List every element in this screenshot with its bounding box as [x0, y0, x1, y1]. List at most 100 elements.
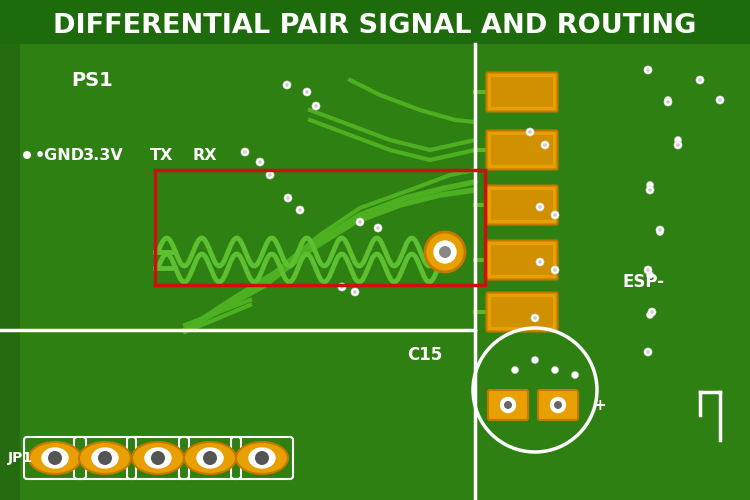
Text: 3.3V: 3.3V — [82, 148, 123, 162]
Circle shape — [376, 226, 380, 230]
Circle shape — [532, 356, 538, 364]
Circle shape — [512, 366, 518, 374]
Text: •GND: •GND — [35, 148, 85, 162]
FancyBboxPatch shape — [538, 390, 578, 420]
Circle shape — [528, 130, 532, 134]
Circle shape — [446, 240, 454, 248]
Circle shape — [500, 398, 515, 412]
Circle shape — [338, 283, 346, 291]
Circle shape — [531, 314, 539, 322]
Circle shape — [312, 102, 320, 110]
Ellipse shape — [184, 442, 236, 474]
Circle shape — [646, 68, 650, 72]
Circle shape — [296, 206, 304, 214]
Bar — [0, 44, 20, 500]
Circle shape — [203, 451, 217, 465]
Circle shape — [674, 136, 682, 143]
Circle shape — [353, 290, 357, 294]
Circle shape — [551, 266, 559, 274]
Circle shape — [716, 96, 724, 104]
Circle shape — [286, 196, 290, 200]
Circle shape — [243, 150, 247, 154]
Circle shape — [303, 88, 311, 96]
Ellipse shape — [42, 448, 68, 468]
Bar — [155, 170, 485, 285]
Circle shape — [266, 171, 274, 179]
Circle shape — [439, 246, 451, 258]
Circle shape — [351, 288, 359, 296]
Text: TX: TX — [150, 148, 174, 162]
Circle shape — [656, 226, 664, 234]
Text: RX: RX — [193, 148, 217, 162]
Ellipse shape — [197, 448, 223, 468]
FancyBboxPatch shape — [491, 77, 553, 107]
Circle shape — [676, 143, 680, 147]
Circle shape — [98, 451, 112, 465]
Circle shape — [646, 268, 650, 272]
Circle shape — [448, 242, 452, 246]
Circle shape — [536, 258, 544, 266]
Circle shape — [538, 260, 542, 264]
Circle shape — [374, 224, 382, 232]
Circle shape — [256, 158, 264, 166]
Text: +: + — [594, 398, 606, 412]
Circle shape — [23, 151, 31, 159]
Bar — [475, 44, 750, 500]
Ellipse shape — [249, 448, 275, 468]
Circle shape — [646, 350, 650, 354]
Circle shape — [648, 308, 656, 316]
FancyBboxPatch shape — [491, 190, 553, 220]
Circle shape — [572, 372, 578, 378]
Text: JP1: JP1 — [8, 451, 33, 465]
Circle shape — [241, 148, 249, 156]
Circle shape — [151, 451, 165, 465]
Circle shape — [434, 241, 456, 263]
FancyBboxPatch shape — [491, 245, 553, 275]
Circle shape — [554, 213, 556, 217]
Circle shape — [298, 208, 302, 212]
Circle shape — [644, 266, 652, 274]
Circle shape — [656, 228, 664, 235]
Circle shape — [646, 182, 653, 188]
Circle shape — [550, 398, 566, 412]
Circle shape — [644, 66, 652, 73]
Circle shape — [533, 316, 537, 320]
FancyBboxPatch shape — [487, 186, 557, 224]
Circle shape — [551, 211, 559, 219]
Text: DIFFERENTIAL PAIR SIGNAL AND ROUTING: DIFFERENTIAL PAIR SIGNAL AND ROUTING — [53, 13, 697, 39]
Circle shape — [646, 186, 654, 194]
Circle shape — [551, 366, 559, 374]
Circle shape — [644, 348, 652, 356]
FancyBboxPatch shape — [488, 390, 528, 420]
Circle shape — [664, 96, 671, 103]
Circle shape — [664, 98, 672, 106]
Circle shape — [644, 66, 652, 74]
Text: PS1: PS1 — [71, 70, 112, 90]
Circle shape — [646, 272, 653, 278]
Circle shape — [255, 451, 269, 465]
Text: ESP-: ESP- — [622, 273, 664, 291]
FancyBboxPatch shape — [487, 292, 557, 332]
Circle shape — [646, 312, 653, 318]
Ellipse shape — [145, 448, 171, 468]
FancyBboxPatch shape — [491, 135, 553, 165]
Circle shape — [650, 310, 654, 314]
Circle shape — [536, 203, 544, 211]
Ellipse shape — [29, 442, 81, 474]
FancyBboxPatch shape — [487, 240, 557, 280]
Circle shape — [268, 173, 272, 177]
Circle shape — [358, 220, 362, 224]
Circle shape — [696, 76, 704, 84]
Circle shape — [674, 141, 682, 149]
FancyBboxPatch shape — [491, 297, 553, 327]
Circle shape — [356, 218, 364, 226]
Circle shape — [285, 83, 289, 87]
Circle shape — [718, 98, 722, 102]
FancyBboxPatch shape — [487, 72, 557, 112]
Circle shape — [340, 285, 344, 289]
Circle shape — [538, 205, 542, 209]
Ellipse shape — [92, 448, 118, 468]
Circle shape — [48, 451, 62, 465]
Ellipse shape — [236, 442, 288, 474]
Text: C15: C15 — [407, 346, 442, 364]
